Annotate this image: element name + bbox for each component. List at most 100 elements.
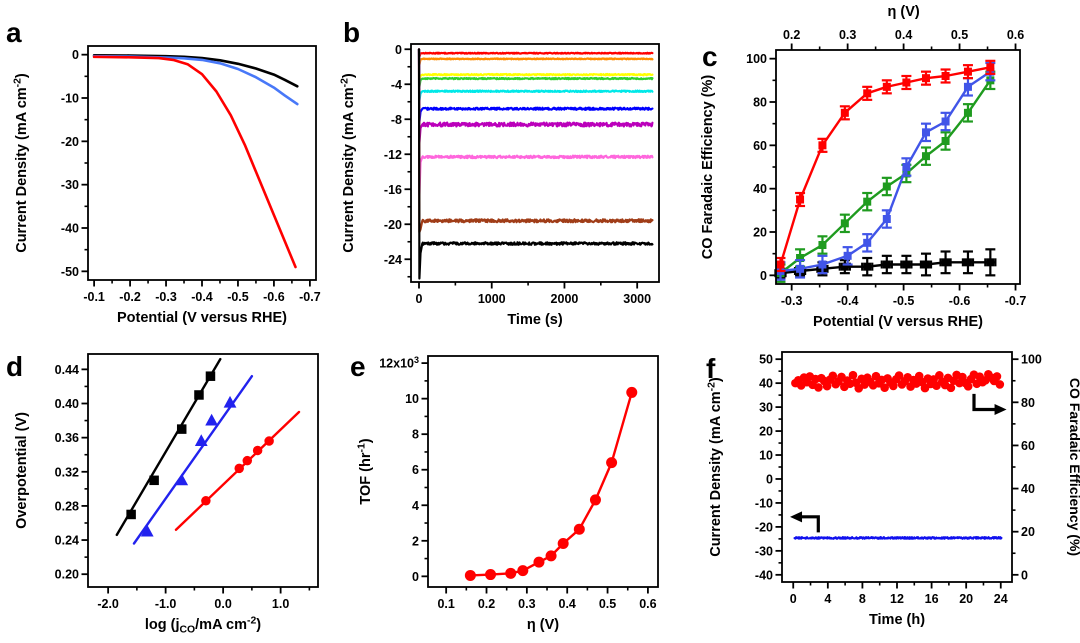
x-tick-label: 12 <box>890 592 904 606</box>
right-tick-label: 20 <box>1021 525 1035 539</box>
marker <box>902 78 911 87</box>
marker <box>264 436 274 446</box>
marker <box>234 463 244 474</box>
red-curve <box>92 55 297 269</box>
x-tick-label: 8 <box>859 592 866 606</box>
y-tick-label: -20 <box>61 135 79 149</box>
marker <box>573 523 585 535</box>
y-tick-label: 10 <box>759 449 773 463</box>
blue-curve <box>92 54 299 106</box>
series-group <box>115 357 301 545</box>
y-tick-label: -40 <box>61 222 79 236</box>
x-tick-label: -0.3 <box>155 290 177 304</box>
x-axis-title: η (V) <box>527 617 559 633</box>
panel-c: c -0.3 -0.4 -0.5 -0.6 -0.7 0 20 40 60 80 100 0.2 0.3 0… <box>690 0 1080 330</box>
panel-d-letter: d <box>6 351 23 382</box>
green-squares-errorbars <box>775 70 996 283</box>
marker <box>464 569 476 581</box>
x-tick-label: 0.0 <box>214 597 231 611</box>
black-line <box>417 48 654 280</box>
x-axis: 0 1000 2000 3000 <box>416 282 651 306</box>
y-axis-title: Current Density (mA cm-2) <box>339 73 357 253</box>
plot-frame <box>410 43 660 283</box>
y-tick-label: -30 <box>61 178 79 192</box>
marker <box>126 509 136 520</box>
right-tick-label: 80 <box>1021 396 1035 410</box>
x-tick-label: 4 <box>824 592 831 606</box>
marker <box>201 496 211 506</box>
x-tick-label: 0.4 <box>559 597 576 611</box>
y-axis: 50 40 30 20 10 0 -10 -20 -30 -40 <box>755 353 782 582</box>
marker <box>902 163 911 171</box>
marker <box>921 128 930 137</box>
y-tick-label: 0 <box>766 472 773 486</box>
marker <box>863 89 872 98</box>
marker <box>963 258 972 267</box>
panel-d-root: d-2.0 -1.0 0.0 1.00.200.240.280.320.360.400… <box>6 351 319 636</box>
x-tick-label: 0.3 <box>518 597 535 611</box>
y-tick-label: -30 <box>755 544 773 558</box>
marker <box>840 262 849 271</box>
y-axis-title: Current Density (mA cm-2) <box>12 73 30 253</box>
marker <box>882 182 891 191</box>
x-tick-label: -0.7 <box>1005 294 1027 308</box>
marker <box>963 82 972 91</box>
top-tick-label: 0.4 <box>895 28 912 42</box>
marker <box>863 262 872 271</box>
y-tick-label: 80 <box>753 96 767 110</box>
x-tick-label: 0.2 <box>478 597 495 611</box>
y-tick-label: 20 <box>753 226 767 240</box>
cyan-line <box>417 48 654 103</box>
right-tick-label: 100 <box>1021 353 1042 367</box>
marker <box>882 82 891 91</box>
marker <box>818 141 827 150</box>
y-tick-label: -40 <box>755 568 773 582</box>
y-tick-label: -12 <box>384 148 402 162</box>
x-tick-label: 0.6 <box>639 597 656 611</box>
x-tick-label: 24 <box>994 592 1008 606</box>
marker <box>986 63 995 72</box>
marker <box>963 108 972 117</box>
marker <box>252 445 263 456</box>
marker <box>176 424 187 434</box>
y-axis: 0.20 0.24 0.28 0.32 0.36 0.40 0.44 <box>55 363 88 582</box>
marker <box>796 264 805 273</box>
y-axis: 0 2 4 6 8 10 12x103 <box>379 355 428 584</box>
x-tick-label: 0.5 <box>599 597 616 611</box>
y-tick-label: -16 <box>384 183 402 197</box>
marker <box>902 260 911 269</box>
red-line <box>417 48 654 59</box>
y-tick-label: -20 <box>384 218 402 232</box>
y-tick-label: 50 <box>759 353 773 367</box>
marker <box>194 434 208 447</box>
x-tick-label: 3000 <box>623 292 651 306</box>
x-tick-label: -0.6 <box>263 290 285 304</box>
series-group <box>464 386 638 581</box>
series-group <box>774 59 997 283</box>
marker <box>941 117 950 126</box>
marker <box>557 537 569 549</box>
marker <box>140 524 154 537</box>
marker <box>796 195 805 204</box>
left-arrowhead-icon <box>790 511 803 523</box>
y-tick-label: 0.20 <box>55 568 79 582</box>
panel-f-letter: f <box>706 353 716 384</box>
x-tick-label: 16 <box>925 592 939 606</box>
marker <box>545 550 557 562</box>
x-tick-label: 1.0 <box>272 597 289 611</box>
x-axis-title: Time (h) <box>869 612 925 628</box>
marker <box>776 260 785 269</box>
marker <box>882 215 891 223</box>
marker <box>941 72 950 80</box>
marker <box>505 567 517 579</box>
blue-squares-errorbars <box>775 61 996 281</box>
y-axis-title: CO Faradaic Efficiency (%) <box>700 75 716 260</box>
y-tick-label: 40 <box>759 377 773 391</box>
top-tick-label: 0.5 <box>951 28 968 42</box>
red-squares-errorbars <box>775 59 996 273</box>
marker <box>626 386 638 398</box>
marker <box>843 251 852 260</box>
y-tick-label: -10 <box>755 496 773 510</box>
